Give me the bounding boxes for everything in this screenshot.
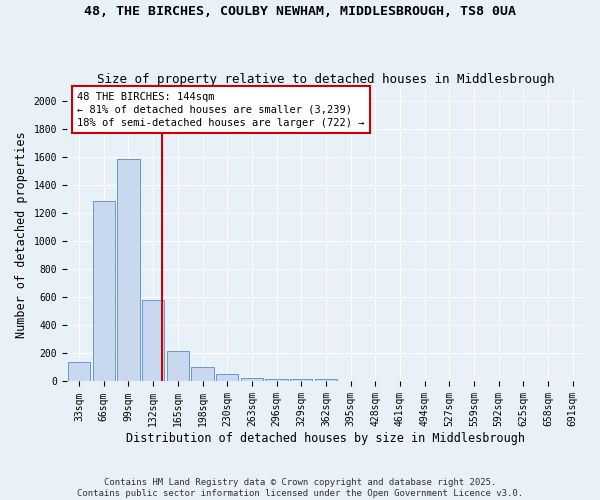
Y-axis label: Number of detached properties: Number of detached properties [15, 131, 28, 338]
X-axis label: Distribution of detached houses by size in Middlesbrough: Distribution of detached houses by size … [127, 432, 526, 445]
Bar [167, 352, 189, 382]
Bar [241, 378, 263, 382]
Bar [92, 200, 115, 382]
Bar [118, 158, 140, 382]
Text: Contains HM Land Registry data © Crown copyright and database right 2025.
Contai: Contains HM Land Registry data © Crown c… [77, 478, 523, 498]
Bar [68, 362, 90, 382]
Text: 48, THE BIRCHES, COULBY NEWHAM, MIDDLESBROUGH, TS8 0UA: 48, THE BIRCHES, COULBY NEWHAM, MIDDLESB… [84, 5, 516, 18]
Bar [265, 378, 287, 382]
Text: 48 THE BIRCHES: 144sqm
← 81% of detached houses are smaller (3,239)
18% of semi-: 48 THE BIRCHES: 144sqm ← 81% of detached… [77, 92, 365, 128]
Bar [142, 300, 164, 382]
Bar [216, 374, 238, 382]
Bar [290, 380, 313, 382]
Title: Size of property relative to detached houses in Middlesbrough: Size of property relative to detached ho… [97, 73, 554, 86]
Bar [315, 380, 337, 382]
Bar [191, 368, 214, 382]
